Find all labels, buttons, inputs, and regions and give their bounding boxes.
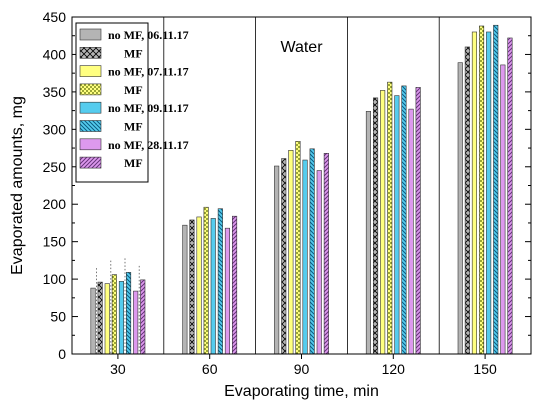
bar: [133, 290, 139, 355]
y-axis: 0 50 100 150 200 250 300 350 400 450: [43, 9, 531, 362]
y-tick-label: 100: [43, 271, 67, 287]
y-tick-label: 0: [58, 346, 66, 362]
bar: [323, 152, 329, 355]
bar: [372, 97, 379, 355]
bar: [471, 31, 478, 355]
group-dividers: [163, 17, 440, 354]
x-tick-label: 90: [294, 361, 310, 377]
legend-swatch: [79, 83, 102, 96]
legend-swatch: [79, 138, 102, 151]
legend-label: no MF, 28.11.17: [108, 138, 189, 152]
bar: [182, 224, 188, 355]
y-tick-label: 150: [43, 234, 67, 250]
x-tick-label: 150: [473, 361, 497, 377]
bar: [493, 24, 499, 355]
bar: [500, 64, 506, 355]
bar: [210, 218, 216, 355]
bar: [507, 37, 513, 355]
bar: [415, 87, 421, 355]
bar: [464, 46, 470, 355]
legend-label: MF: [124, 156, 143, 170]
bar: [478, 25, 485, 355]
legend-swatch: [79, 156, 102, 169]
bar: [365, 111, 372, 355]
bar: [126, 272, 132, 355]
x-axis: 30 60 90 120 150: [110, 354, 497, 377]
y-tick-label: 350: [43, 84, 67, 100]
bar: [295, 141, 301, 355]
bar: [387, 81, 393, 355]
legend: no MF, 06.11.17 MF no MF, 07.11.17 MF no MF,…: [75, 22, 189, 183]
bar: [281, 158, 287, 355]
bar: [224, 227, 230, 355]
legend-swatch: [79, 101, 102, 114]
bar: [189, 219, 195, 355]
y-tick-label: 400: [43, 46, 67, 62]
bar: [196, 216, 202, 355]
x-tick-label: 60: [202, 361, 218, 377]
y-tick-label: 200: [43, 196, 67, 212]
dotted-guides: [96, 258, 140, 354]
y-tick-label: 250: [43, 159, 67, 175]
legend-swatch: [79, 65, 102, 77]
bars: [90, 24, 513, 355]
legend-label: MF: [124, 83, 143, 97]
bar: [401, 85, 407, 355]
bar: [274, 165, 280, 355]
legend-swatch: [79, 46, 102, 59]
bar: [232, 215, 238, 355]
bar: [90, 287, 96, 355]
bar: [457, 62, 463, 355]
legend-label: MF: [124, 120, 143, 134]
bar: [394, 95, 400, 355]
legend-label: MF: [124, 46, 143, 60]
bar: [217, 208, 223, 355]
legend-label: no MF, 07.11.17: [108, 65, 189, 79]
bar: [380, 90, 386, 355]
legend-swatch: [79, 28, 102, 41]
bar: [302, 159, 308, 355]
bar: [309, 148, 315, 355]
bar: [111, 274, 117, 355]
y-tick-label: 450: [43, 9, 67, 25]
y-axis-title: Evaporated amounts, mg: [9, 96, 26, 275]
y-tick-label: 300: [43, 121, 67, 137]
bar: [288, 150, 294, 355]
bar: [97, 281, 103, 355]
bar: [118, 281, 124, 355]
bar: [316, 170, 322, 355]
bar: [203, 206, 209, 355]
x-tick-label: 30: [110, 361, 126, 377]
legend-label: no MF, 06.11.17: [108, 28, 189, 42]
bar: [104, 283, 110, 355]
legend-swatch: [79, 120, 102, 132]
bar: [140, 279, 146, 355]
bar: [486, 31, 492, 355]
legend-label: no MF, 09.11.17: [108, 101, 189, 115]
x-tick-label: 120: [382, 361, 406, 377]
chart-annotation: Water: [280, 39, 323, 56]
y-tick-label: 50: [50, 309, 66, 325]
bar: [408, 108, 414, 355]
x-axis-title: Evaporating time, min: [224, 383, 379, 400]
